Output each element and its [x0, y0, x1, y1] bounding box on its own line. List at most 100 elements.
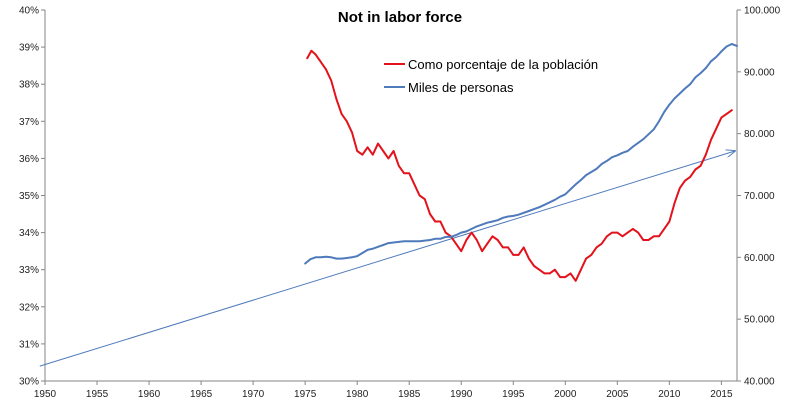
series-percent-point	[429, 213, 431, 215]
series-percent-point	[715, 127, 717, 130]
series-percent-point	[626, 231, 629, 234]
series-percent-point	[637, 231, 639, 234]
x-tick-label: 2015	[710, 389, 733, 400]
series-percent-line	[306, 49, 733, 282]
series-thousands-point	[528, 210, 530, 212]
series-percent-point	[439, 220, 442, 223]
series-thousands-point	[684, 87, 686, 90]
series-thousands-point	[611, 156, 613, 158]
series-thousands-point	[465, 230, 468, 233]
series-percent-point	[314, 53, 317, 56]
series-thousands-point	[637, 142, 639, 144]
series-percent-point	[403, 172, 405, 174]
series-thousands-point	[606, 160, 608, 162]
series-percent-point	[663, 228, 665, 230]
series-percent-point	[528, 257, 530, 260]
series-percent-point	[418, 194, 421, 197]
left-tick-label: 39%	[19, 43, 39, 54]
series-percent-point	[413, 183, 416, 186]
series-thousands-point	[335, 257, 338, 260]
series-thousands-point	[668, 103, 671, 106]
series-percent-point	[668, 220, 671, 223]
series-percent-point	[731, 109, 733, 111]
series-thousands-point	[387, 242, 390, 244]
series-percent-point	[559, 276, 561, 278]
series-percent-point	[351, 131, 353, 134]
series-percent-point	[424, 198, 426, 200]
series-thousands-point	[496, 219, 499, 221]
series-percent-point	[580, 268, 582, 271]
series-thousands-point	[314, 256, 317, 259]
series-thousands-point	[517, 213, 520, 216]
series-thousands-point	[736, 45, 738, 47]
series-thousands-point	[538, 206, 541, 208]
series-percent-point	[502, 246, 504, 249]
series-thousands-point	[689, 83, 691, 85]
plot-area	[39, 43, 738, 367]
series-thousands-point	[626, 150, 629, 152]
series-thousands-point	[403, 240, 405, 243]
series-percent-point	[372, 153, 374, 156]
right-tick-label: 50.000	[744, 315, 775, 326]
series-percent-point	[486, 242, 489, 245]
series-thousands-point	[663, 111, 665, 113]
series-percent-point	[621, 235, 624, 238]
trendline	[39, 151, 735, 367]
series-thousands-point	[481, 223, 483, 226]
series-percent-point	[689, 176, 691, 178]
x-tick-label: 1995	[502, 389, 525, 400]
x-axis: 1950 1955 1960 1965 1970 1975 1980 1985 1990 1995…	[34, 380, 737, 400]
series-thousands-point	[720, 50, 723, 53]
x-tick-label: 1975	[294, 389, 317, 400]
series-percent-point	[444, 231, 447, 234]
series-percent-point	[725, 113, 728, 115]
left-tick-label: 40%	[19, 6, 39, 17]
series-percent-point	[507, 246, 509, 249]
left-tick-label: 37%	[19, 117, 39, 128]
series-thousands-point	[340, 257, 343, 260]
series-percent-point	[356, 150, 359, 152]
x-tick-label: 1965	[190, 389, 213, 400]
series-thousands-point	[564, 193, 567, 196]
series-thousands-point	[543, 204, 546, 206]
series-thousands-point	[725, 45, 728, 48]
series-percent-point	[408, 172, 411, 174]
series-percent-point	[538, 268, 541, 271]
series-percent-point	[361, 153, 364, 156]
series-thousands-point	[569, 188, 572, 191]
series-percent-point	[340, 113, 343, 115]
series-thousands-point	[398, 241, 400, 243]
x-tick-label: 1950	[34, 389, 57, 400]
series-thousands-point	[554, 199, 556, 201]
series-percent-point	[392, 150, 395, 152]
series-percent-point	[346, 120, 348, 123]
left-y-axis: 30% 31% 32% 33% 34% 35% 36% 37% 38% 39% 40%	[19, 6, 46, 388]
series-thousands-point	[309, 258, 312, 261]
series-thousands-point	[621, 152, 624, 154]
series-percent-point	[684, 179, 686, 182]
x-tick-label: 1985	[398, 389, 421, 400]
series-thousands-point	[502, 217, 504, 219]
series-percent-point	[522, 246, 525, 249]
series-thousands-point	[632, 145, 634, 148]
series-percent-point	[606, 235, 608, 238]
series-thousands-point	[491, 220, 494, 223]
left-tick-label: 33%	[19, 265, 39, 276]
series-thousands-point	[522, 212, 525, 214]
series-thousands-point	[325, 255, 327, 258]
right-tick-label: 80.000	[744, 129, 775, 140]
left-tick-label: 35%	[19, 191, 39, 202]
series-percent-point	[366, 146, 369, 149]
series-percent-point	[569, 272, 572, 275]
series-percent-point	[455, 242, 457, 245]
series-percent-point	[554, 268, 556, 271]
x-tick-label: 2000	[554, 389, 577, 400]
series-percent-point	[310, 50, 313, 52]
series-thousands-point	[408, 240, 411, 243]
series-percent-point	[647, 239, 650, 241]
series-percent-point	[481, 250, 483, 252]
right-tick-label: 70.000	[744, 191, 775, 202]
series-thousands-point	[476, 225, 478, 228]
series-percent-point	[710, 139, 712, 141]
